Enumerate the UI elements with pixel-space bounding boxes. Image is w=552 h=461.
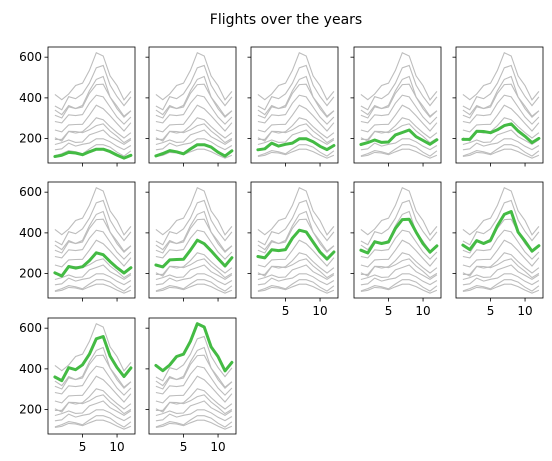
background-series-line	[463, 253, 539, 276]
x-tick-label: 5	[487, 304, 495, 318]
background-series-line	[55, 389, 131, 412]
panel-11: 200 400 600 5 10	[19, 318, 135, 454]
background-series-line	[361, 66, 437, 110]
background-series-line	[361, 253, 437, 276]
highlighted-series-line	[361, 130, 437, 145]
highlighted-series-line	[55, 253, 131, 276]
background-series-line	[156, 401, 232, 416]
panel-7	[146, 182, 237, 302]
background-series-line	[361, 118, 437, 141]
panel-5	[453, 47, 544, 167]
background-series-line	[156, 130, 232, 145]
y-tick-label: 200	[19, 267, 42, 281]
panel-8: 5 10	[248, 182, 339, 318]
background-series-line	[463, 265, 539, 280]
panel-6: 200 400 600	[19, 182, 135, 302]
background-series-line	[156, 389, 232, 412]
background-series-line	[156, 66, 232, 110]
y-tick-label: 600	[19, 185, 42, 199]
y-tick-label: 200	[19, 403, 42, 417]
background-series-line	[258, 118, 334, 141]
panel-10: 5 10	[453, 182, 544, 318]
background-series-line	[55, 401, 131, 416]
x-tick-label: 10	[312, 304, 327, 318]
background-series-line	[463, 66, 539, 110]
x-tick-label: 5	[180, 440, 188, 454]
background-series-line	[156, 118, 232, 141]
x-tick-label: 5	[79, 440, 87, 454]
background-series-line	[55, 130, 131, 145]
background-series-line	[156, 265, 232, 280]
y-tick-label: 400	[19, 226, 42, 240]
y-tick-label: 400	[19, 91, 42, 105]
panel-3	[248, 47, 339, 167]
background-series-line	[258, 265, 334, 280]
y-tick-label: 400	[19, 362, 42, 376]
background-series-line	[361, 265, 437, 280]
panel-1: 200 400 600	[19, 47, 135, 167]
background-series-line	[258, 201, 334, 245]
panel-12: 5 10	[146, 318, 237, 454]
x-tick-label: 10	[517, 304, 532, 318]
panel-9: 5 10	[351, 182, 442, 318]
background-series-line	[156, 201, 232, 245]
background-series-line	[55, 201, 131, 245]
figure-title: Flights over the years	[210, 12, 362, 28]
background-series-line	[55, 66, 131, 110]
background-series-line	[55, 118, 131, 141]
panel-4	[351, 47, 442, 167]
x-tick-label: 10	[109, 440, 124, 454]
x-tick-label: 10	[210, 440, 225, 454]
x-tick-label: 5	[282, 304, 290, 318]
x-tick-label: 10	[415, 304, 430, 318]
y-tick-label: 200	[19, 132, 42, 146]
y-tick-label: 600	[19, 321, 42, 335]
y-tick-label: 600	[19, 50, 42, 64]
highlighted-series-line	[55, 337, 131, 381]
background-series-line	[258, 66, 334, 110]
x-tick-label: 5	[385, 304, 393, 318]
panel-2	[146, 47, 237, 167]
